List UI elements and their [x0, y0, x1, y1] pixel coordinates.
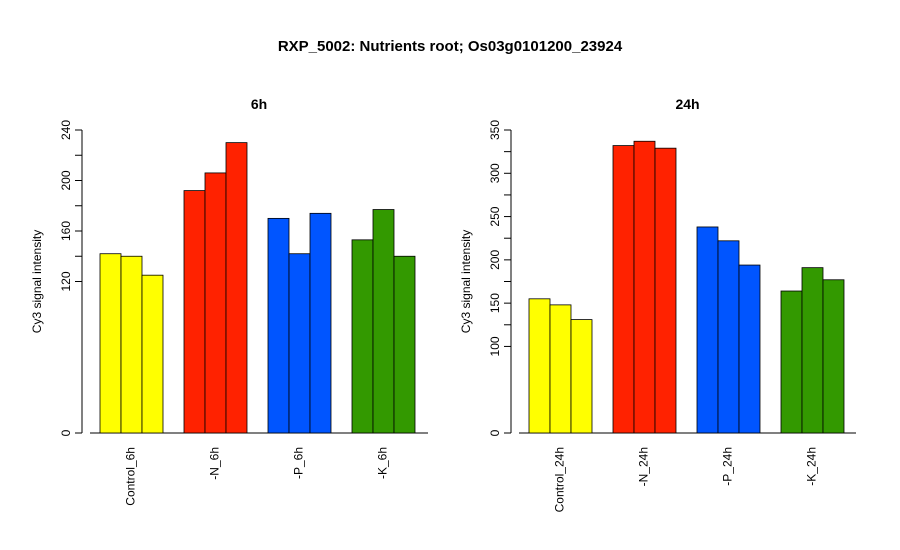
y-tick-label: 160	[59, 221, 73, 241]
bar	[612, 145, 635, 434]
bar	[393, 255, 416, 434]
y-tick-label: 200	[59, 170, 73, 190]
bar	[717, 240, 740, 434]
bar	[99, 253, 122, 434]
y-tick-label: 240	[59, 120, 73, 140]
bar	[654, 147, 677, 434]
panel-title: 24h	[675, 96, 699, 112]
bar	[288, 253, 311, 434]
bar	[267, 217, 290, 434]
panel-title: 6h	[251, 96, 267, 112]
x-tick-label: -N_24h	[637, 447, 651, 486]
bar	[780, 290, 803, 434]
x-tick-label: -K_24h	[805, 447, 819, 486]
y-tick-label: 200	[488, 250, 502, 270]
x-tick-label: -P_24h	[721, 447, 735, 486]
bar	[225, 142, 248, 434]
bar	[633, 140, 656, 434]
figure-title: RXP_5002: Nutrients root; Os03g0101200_2…	[277, 38, 623, 55]
bar	[204, 172, 227, 434]
bar	[141, 274, 164, 434]
x-tick-label: -N_6h	[208, 447, 222, 480]
y-tick-label: 250	[488, 206, 502, 226]
bar	[696, 226, 719, 434]
bar	[351, 239, 374, 434]
y-tick-label: 300	[488, 163, 502, 183]
y-tick-label: 120	[59, 271, 73, 291]
bar	[309, 212, 332, 434]
y-tick-label: 350	[488, 120, 502, 140]
y-tick-label: 0	[59, 429, 73, 436]
y-axis-label: Cy3 signal intensity	[459, 230, 473, 333]
y-tick-label: 0	[488, 429, 502, 436]
x-tick-label: -P_6h	[292, 447, 306, 479]
y-tick-label: 150	[488, 293, 502, 313]
bar	[528, 298, 551, 434]
bar	[372, 209, 395, 434]
x-tick-label: -K_6h	[376, 447, 390, 479]
y-axis-label: Cy3 signal intensity	[30, 230, 44, 333]
bar	[570, 319, 593, 434]
bar	[822, 279, 845, 434]
x-tick-label: Control_24h	[553, 447, 567, 512]
x-tick-label: Control_6h	[124, 447, 138, 506]
bar	[549, 304, 572, 434]
bar	[120, 255, 143, 434]
bar	[183, 190, 206, 434]
y-tick-label: 100	[488, 336, 502, 356]
bar	[738, 264, 761, 434]
bar	[801, 267, 824, 434]
